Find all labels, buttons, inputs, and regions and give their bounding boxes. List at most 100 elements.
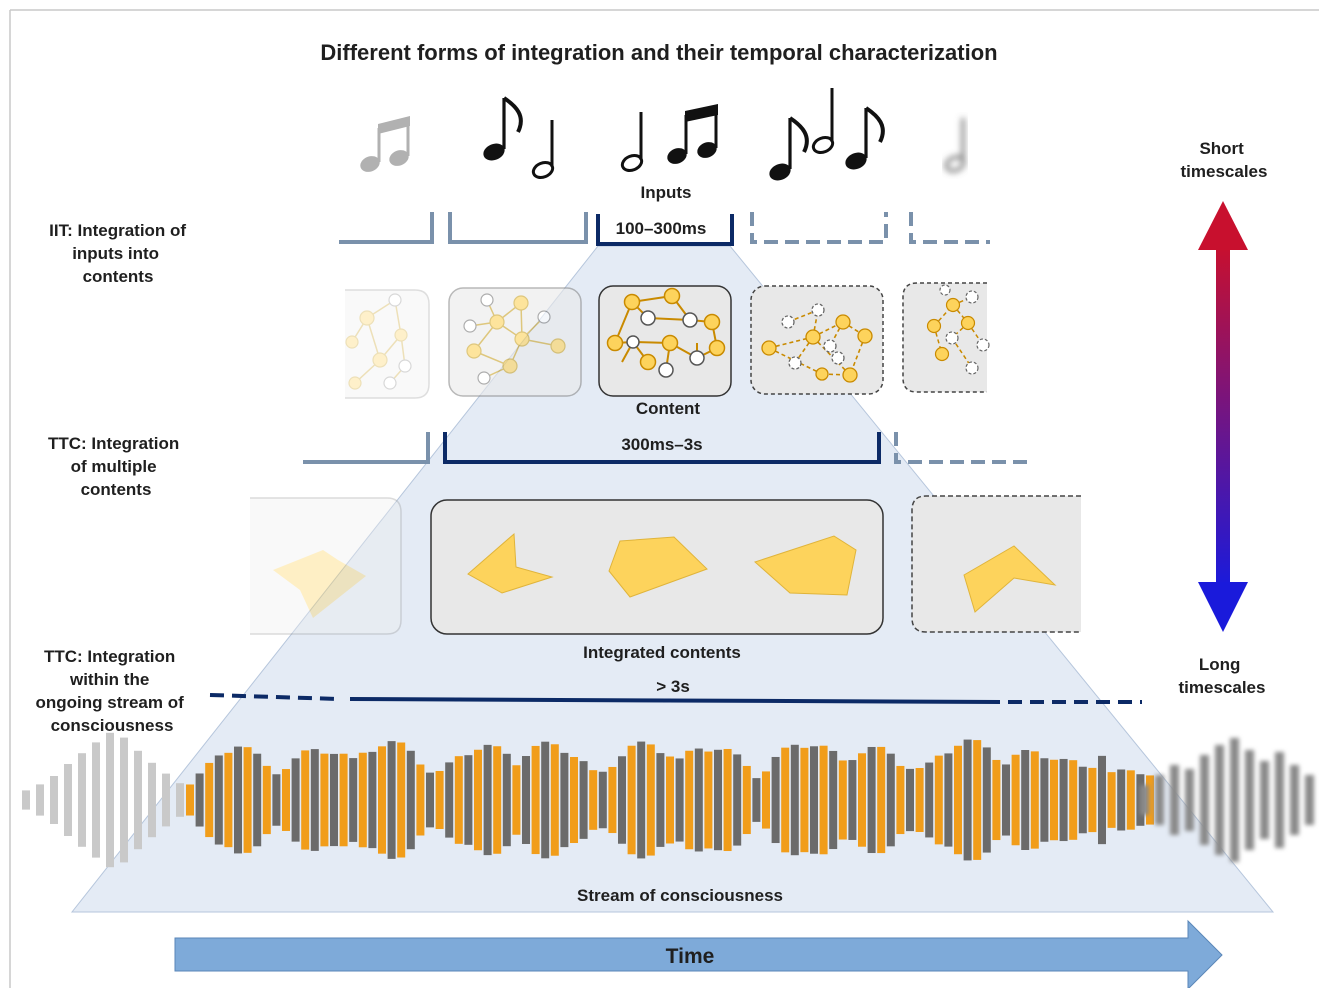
waveform-bar bbox=[234, 746, 242, 854]
waveform-bar bbox=[762, 771, 770, 829]
waveform-faded-bar bbox=[78, 753, 86, 847]
waveform-bar bbox=[858, 753, 866, 847]
waveform-bar bbox=[1107, 772, 1116, 828]
waveform-bar bbox=[493, 746, 502, 854]
waveform-bar bbox=[598, 771, 607, 829]
waveform-bar bbox=[1050, 759, 1058, 841]
waveform-bar bbox=[934, 755, 943, 845]
network-box-next bbox=[750, 285, 884, 395]
waveform-blurred-bar bbox=[1290, 765, 1299, 835]
ttc-contents-window-brackets bbox=[303, 432, 1030, 464]
waveform-bar bbox=[358, 752, 367, 848]
waveform-bar bbox=[1098, 755, 1106, 845]
waveform-faded-bar bbox=[92, 742, 100, 858]
waveform-blurred-bar bbox=[1170, 765, 1179, 835]
waveform-bar bbox=[666, 756, 674, 844]
waveform-bar bbox=[752, 778, 761, 822]
waveform-blurred-bar bbox=[1260, 761, 1269, 839]
waveform-bar bbox=[694, 748, 703, 852]
waveform-faded-bar bbox=[176, 783, 184, 817]
waveform-bar bbox=[378, 746, 386, 854]
waveform-bar bbox=[656, 753, 665, 847]
ttc-contents-label-line-2: of multiple bbox=[71, 457, 157, 476]
waveform-bar bbox=[253, 753, 262, 847]
waveform-faded-past bbox=[22, 732, 184, 868]
network-box-previous bbox=[448, 287, 582, 397]
waveform-bar bbox=[464, 755, 473, 845]
waveform-bar bbox=[637, 741, 646, 859]
waveform-bar bbox=[579, 761, 588, 839]
half-note-blurred bbox=[944, 118, 966, 173]
waveform-bar bbox=[186, 784, 194, 816]
ttc-stream-window-label: > 3s bbox=[656, 677, 690, 696]
ttc-contents-level-label: TTC: Integration of multiple contents bbox=[48, 434, 184, 499]
waveform-bar bbox=[406, 750, 415, 850]
waveform-bar bbox=[627, 745, 636, 855]
waveform-faded-bar bbox=[162, 773, 170, 827]
waveform-bar bbox=[829, 750, 838, 850]
waveform-bar bbox=[963, 739, 972, 861]
waveform-bar bbox=[838, 760, 847, 840]
mixed-notes-group bbox=[769, 88, 885, 181]
waveform-bar bbox=[474, 749, 482, 851]
waveform-bar bbox=[282, 769, 290, 831]
waveform-blurred-bar bbox=[1305, 775, 1314, 825]
iit-window-label: 100–300ms bbox=[616, 219, 707, 238]
waveform-bar bbox=[877, 746, 886, 854]
waveform-bar bbox=[646, 744, 655, 856]
waveform-bar bbox=[339, 753, 348, 847]
waveform-bar bbox=[1117, 769, 1126, 831]
eighth-and-half-note bbox=[483, 96, 555, 179]
waveform-bar bbox=[954, 745, 962, 855]
waveform-bar bbox=[301, 750, 310, 850]
ttc-stream-label-line-4: consciousness bbox=[51, 716, 174, 735]
waveform-bar bbox=[1069, 760, 1078, 840]
waveform-bar bbox=[742, 765, 751, 835]
ttc-stream-label-line-2: within the bbox=[69, 670, 149, 689]
waveform-bar bbox=[1011, 754, 1020, 846]
waveform-bar bbox=[541, 741, 550, 859]
waveform-bar bbox=[454, 756, 463, 844]
waveform-faded-bar bbox=[50, 776, 58, 824]
input-notes bbox=[360, 88, 966, 181]
ttc-stream-level-label: TTC: Integration within the ongoing stre… bbox=[35, 647, 188, 735]
waveform-blurred-bar bbox=[1185, 769, 1194, 831]
waveform-faded-bar bbox=[36, 784, 44, 816]
waveform-bar bbox=[944, 753, 953, 847]
waveform-blurred-bar bbox=[1215, 745, 1224, 855]
integrated-contents-label: Integrated contents bbox=[583, 643, 741, 662]
waveform-bar bbox=[1126, 770, 1135, 830]
timescale-double-arrow bbox=[1198, 201, 1248, 632]
waveform-bar bbox=[272, 774, 281, 826]
stream-label: Stream of consciousness bbox=[577, 886, 783, 905]
waveform-bar bbox=[1078, 766, 1087, 834]
waveform-bar bbox=[214, 755, 223, 845]
ttc-stream-window-line bbox=[209, 693, 1142, 704]
waveform-bar bbox=[618, 756, 626, 844]
content-label: Content bbox=[636, 399, 701, 418]
waveform-bar bbox=[1059, 758, 1068, 842]
waveform-bar bbox=[896, 765, 905, 835]
iit-label-line-2: inputs into bbox=[72, 244, 159, 263]
waveform-bar bbox=[387, 741, 396, 859]
waveform-blurred-bar bbox=[1245, 750, 1254, 850]
ttc-contents-label-line-1: TTC: Integration bbox=[48, 434, 179, 453]
waveform-bar bbox=[800, 747, 809, 853]
waveform-faded-bar bbox=[106, 732, 114, 868]
iit-label-line-1: IIT: Integration of bbox=[49, 221, 186, 240]
waveform-bar bbox=[685, 750, 694, 850]
waveform-bar bbox=[570, 756, 578, 844]
waveform-bar bbox=[704, 751, 713, 849]
waveform-blurred-bar bbox=[1230, 738, 1239, 862]
network-box-current bbox=[598, 285, 732, 397]
waveform-blurred-future bbox=[1140, 738, 1314, 862]
half-and-beamed-notes bbox=[620, 104, 718, 172]
waveform-bar bbox=[330, 753, 338, 847]
waveform-bar bbox=[435, 770, 444, 830]
waveform-bar bbox=[349, 758, 358, 842]
waveform-bar bbox=[1088, 767, 1097, 833]
waveform-bar bbox=[925, 762, 934, 838]
waveform-bar bbox=[1002, 764, 1010, 836]
waveform-bar bbox=[560, 752, 569, 848]
long-timescales-line-1: Long bbox=[1199, 655, 1241, 674]
